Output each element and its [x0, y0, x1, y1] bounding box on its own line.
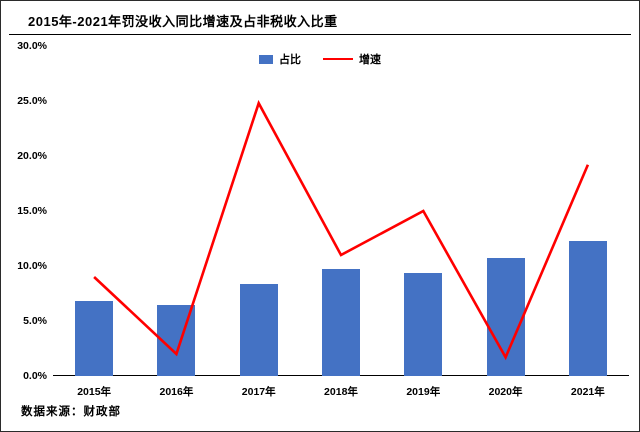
- bar-series-swatch: [259, 54, 273, 64]
- x-tick-label: 2016年: [159, 386, 194, 398]
- y-tick-label: 5.0%: [23, 315, 47, 327]
- x-tick-label: 2021年: [570, 386, 605, 398]
- x-tick-label: 2015年: [77, 386, 112, 398]
- line-series-swatch: [323, 58, 353, 60]
- bar-2021年: [568, 240, 607, 376]
- growth-rate-line: [93, 99, 590, 361]
- line-series-label: 增速: [359, 54, 381, 66]
- bar-series-label: 占比: [279, 54, 301, 66]
- bar-2015年: [75, 301, 114, 376]
- plot-area: [53, 46, 629, 376]
- y-tick-label: 15.0%: [17, 205, 47, 217]
- legend-item-bar: 占比: [259, 51, 301, 67]
- x-tick-label: 2017年: [241, 386, 276, 398]
- chart-legend: 占比 增速: [1, 51, 639, 67]
- bar-2019年: [404, 272, 443, 376]
- bar-2017年: [239, 283, 278, 376]
- y-tick-label: 10.0%: [17, 260, 47, 272]
- y-tick-label: 20.0%: [17, 150, 47, 162]
- growth-line-layer: [93, 99, 590, 361]
- x-tick-label: 2019年: [406, 386, 441, 398]
- chart-title: 2015年-2021年罚没收入同比增速及占非税收入比重: [28, 14, 338, 29]
- x-tick-label: 2020年: [488, 386, 523, 398]
- bar-2018年: [322, 269, 360, 376]
- data-source-note: 数据来源：财政部: [21, 406, 121, 418]
- y-tick-label: 0.0%: [23, 370, 47, 382]
- x-tick-label: 2018年: [324, 386, 358, 398]
- legend-item-line: 增速: [323, 51, 381, 67]
- y-tick-label: 25.0%: [17, 95, 47, 107]
- title-divider: [9, 34, 631, 35]
- y-tick-label: 30.0%: [17, 40, 47, 52]
